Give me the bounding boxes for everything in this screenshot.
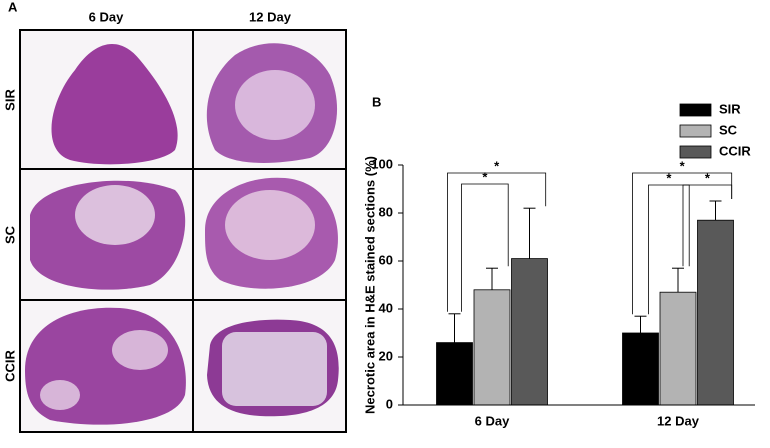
panel-a: A 6 Day 12 Day SIR SC CCIR — [2, 0, 347, 433]
significance-bracket — [447, 172, 547, 312]
y-tick-label: 20 — [379, 348, 393, 363]
significance-label: * — [494, 158, 500, 173]
significance-label: * — [680, 158, 686, 173]
x-tick-label: 6 Day — [475, 413, 510, 428]
significance-label: * — [666, 170, 672, 185]
y-tick-label: 80 — [379, 204, 393, 219]
legend-swatch — [679, 145, 712, 159]
significance-bracket — [461, 183, 509, 312]
legend-swatch — [679, 103, 712, 117]
bar — [697, 219, 734, 406]
tissue-image — [40, 380, 80, 410]
x-tick-label: 12 Day — [657, 413, 700, 428]
significance-bracket — [648, 184, 690, 315]
error-bar — [709, 200, 722, 221]
bar — [659, 291, 697, 406]
y-axis-label: Necrotic area in H&E stained sections (%… — [362, 156, 377, 414]
tissue-image — [225, 190, 315, 260]
significance-bracket — [682, 184, 733, 267]
bar — [436, 342, 473, 406]
bar — [511, 258, 548, 406]
significance-label: * — [482, 169, 488, 184]
column-header: 6 Day — [89, 9, 124, 24]
row-label: SIR — [2, 89, 17, 111]
tissue-image — [112, 330, 168, 370]
y-tick-label: 100 — [371, 156, 393, 171]
tissue-image — [235, 70, 315, 140]
legend-label: CCIR — [719, 143, 751, 158]
error-bar — [523, 207, 536, 259]
error-bar — [486, 267, 498, 290]
error-bar — [448, 313, 461, 343]
bar — [473, 289, 511, 406]
y-tick-label: 60 — [379, 252, 393, 267]
panel-label: A — [8, 0, 18, 14]
row-label: SC — [2, 225, 17, 244]
bar — [622, 332, 659, 406]
row-label: CCIR — [2, 350, 17, 382]
y-tick-label: 0 — [386, 396, 393, 411]
significance-label: * — [705, 170, 711, 185]
legend-label: SIR — [719, 101, 741, 116]
column-header: 12 Day — [249, 9, 292, 24]
grid-borders — [19, 29, 347, 433]
tissue-image — [222, 332, 327, 406]
tissue-image — [75, 185, 155, 245]
legend-label: SC — [719, 122, 738, 137]
error-bar — [672, 267, 684, 293]
panel-label: B — [372, 94, 381, 109]
legend-swatch — [679, 124, 712, 138]
error-bar — [634, 315, 647, 333]
tissue-image — [51, 43, 178, 165]
panel-b: B Necrotic area in H&E stained sections … — [362, 94, 755, 428]
y-tick-label: 40 — [379, 300, 393, 315]
